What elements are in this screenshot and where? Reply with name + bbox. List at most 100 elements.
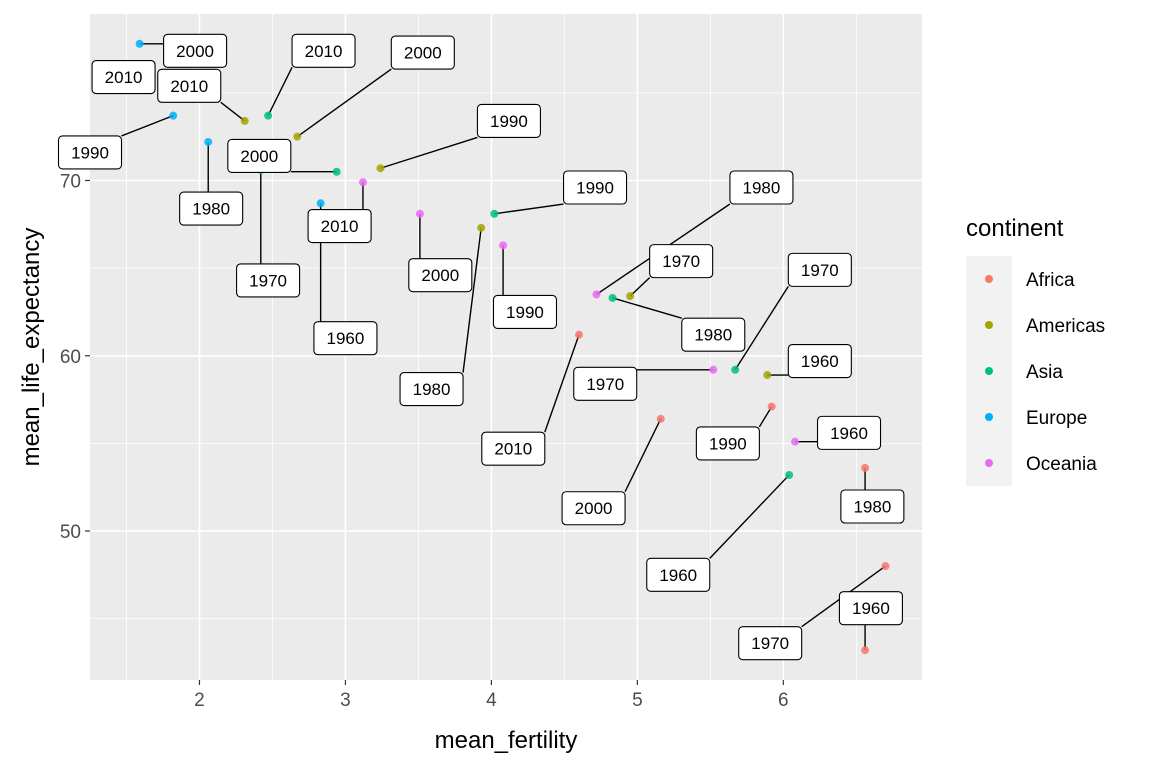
label-text: 1960 <box>801 352 839 371</box>
label-box <box>227 138 292 174</box>
point-asia-1970 <box>731 365 740 374</box>
year-label: 1990 <box>695 426 760 461</box>
point-oceania-1990 <box>499 241 508 250</box>
year-label: 2000 <box>163 33 228 68</box>
y-axis: 50 60 70 <box>60 172 90 543</box>
year-label: 1980 <box>681 317 746 352</box>
year-label: 2010 <box>157 68 222 103</box>
label-box <box>573 366 638 401</box>
label-text: 1990 <box>576 179 614 198</box>
leader-line <box>709 474 790 559</box>
label-text: 2000 <box>240 147 278 166</box>
point-asia-1980 <box>608 293 617 302</box>
year-label: 1960 <box>816 415 882 450</box>
year-label: 2000 <box>390 35 455 70</box>
x-tick-label: 3 <box>340 690 351 711</box>
point-oceania-2000 <box>415 209 424 218</box>
label-text: 2000 <box>575 499 613 518</box>
label-text: 1970 <box>249 271 287 290</box>
label-text: 1980 <box>853 497 891 516</box>
label-text: 1960 <box>327 329 365 348</box>
legend-title: continent <box>966 215 1064 242</box>
point-americas-2000 <box>293 132 302 141</box>
legend-key-americas <box>985 321 993 329</box>
leader-line <box>462 227 482 373</box>
point-oceania-2010 <box>358 178 367 187</box>
point-oceania-1980 <box>592 290 601 299</box>
label-box <box>840 489 905 524</box>
label-box <box>390 35 455 70</box>
label-text: 1990 <box>71 143 109 162</box>
year-label: 2010 <box>291 33 356 68</box>
label-box <box>738 626 803 661</box>
year-label: 1990 <box>492 294 558 329</box>
leader-line <box>612 297 682 319</box>
year-label: 1990 <box>476 103 541 138</box>
label-box <box>163 33 228 68</box>
point-asia-1960 <box>785 470 794 479</box>
label-text: 1990 <box>490 112 528 131</box>
year-label: 2000 <box>227 138 292 174</box>
leader-line <box>220 101 246 122</box>
label-box <box>236 263 301 298</box>
year-label: 2010 <box>91 60 156 95</box>
label-box <box>646 557 711 592</box>
label-text: 2010 <box>170 77 208 96</box>
year-label: 1970 <box>738 626 803 661</box>
leader-line <box>380 136 478 169</box>
label-box <box>307 209 372 244</box>
point-europe-1960 <box>316 199 325 208</box>
label-box <box>57 135 123 170</box>
label-text: 1960 <box>659 566 697 585</box>
legend-key-asia <box>985 367 993 375</box>
label-box <box>787 343 852 379</box>
label-text: 2000 <box>421 266 459 285</box>
label-box <box>838 591 903 626</box>
label-box <box>157 68 222 103</box>
label-text: 1990 <box>506 303 544 322</box>
point-africa-2000 <box>656 414 665 423</box>
grid-major <box>90 14 922 680</box>
label-text: 1980 <box>694 326 732 345</box>
point-africa-1990 <box>767 402 776 411</box>
label-box <box>399 372 464 407</box>
label-leader-lines <box>121 43 886 651</box>
label-text: 2010 <box>305 42 343 61</box>
legend-label-americas: Americas <box>1026 316 1105 337</box>
year-label: 2010 <box>307 209 372 244</box>
label-box <box>476 103 541 138</box>
legend-label-africa: Africa <box>1026 270 1075 291</box>
label-text: 2000 <box>404 44 442 63</box>
label-text: 1960 <box>830 424 868 443</box>
leader-line <box>734 286 789 371</box>
year-label: 1970 <box>236 263 301 298</box>
point-europe-1980 <box>204 137 213 146</box>
leader-line <box>267 66 293 116</box>
x-axis: 2 3 4 5 6 <box>194 680 789 711</box>
legend-key-oceania <box>985 459 993 467</box>
label-text: 2010 <box>494 440 532 459</box>
point-africa-2010 <box>574 330 583 339</box>
label-text: 1970 <box>801 261 839 280</box>
legend: continent Africa Americas Asia Europe Oceani… <box>966 215 1105 486</box>
y-tick-label: 60 <box>60 347 81 368</box>
leader-line <box>629 277 651 297</box>
year-label: 1990 <box>562 170 628 205</box>
y-axis-title: mean_life_expectancy <box>18 228 45 467</box>
year-labels: 1960 1970 1980 1990 2000 2010 1960 1970 1980 1990… <box>57 33 905 661</box>
label-box <box>681 317 746 352</box>
x-tick-label: 6 <box>778 690 789 711</box>
point-africa-1960 <box>861 646 870 655</box>
y-tick-label: 70 <box>60 172 81 193</box>
data-points <box>119 39 890 655</box>
point-africa-1980 <box>861 463 870 472</box>
year-label: 2010 <box>481 431 546 466</box>
x-axis-title: mean_fertility <box>435 727 578 754</box>
year-label: 1990 <box>57 135 123 170</box>
label-text: 1970 <box>662 252 700 271</box>
year-label: 1980 <box>179 191 244 226</box>
leader-line <box>544 334 580 433</box>
point-oceania-1970 <box>709 365 718 374</box>
point-asia-2010 <box>264 111 273 120</box>
